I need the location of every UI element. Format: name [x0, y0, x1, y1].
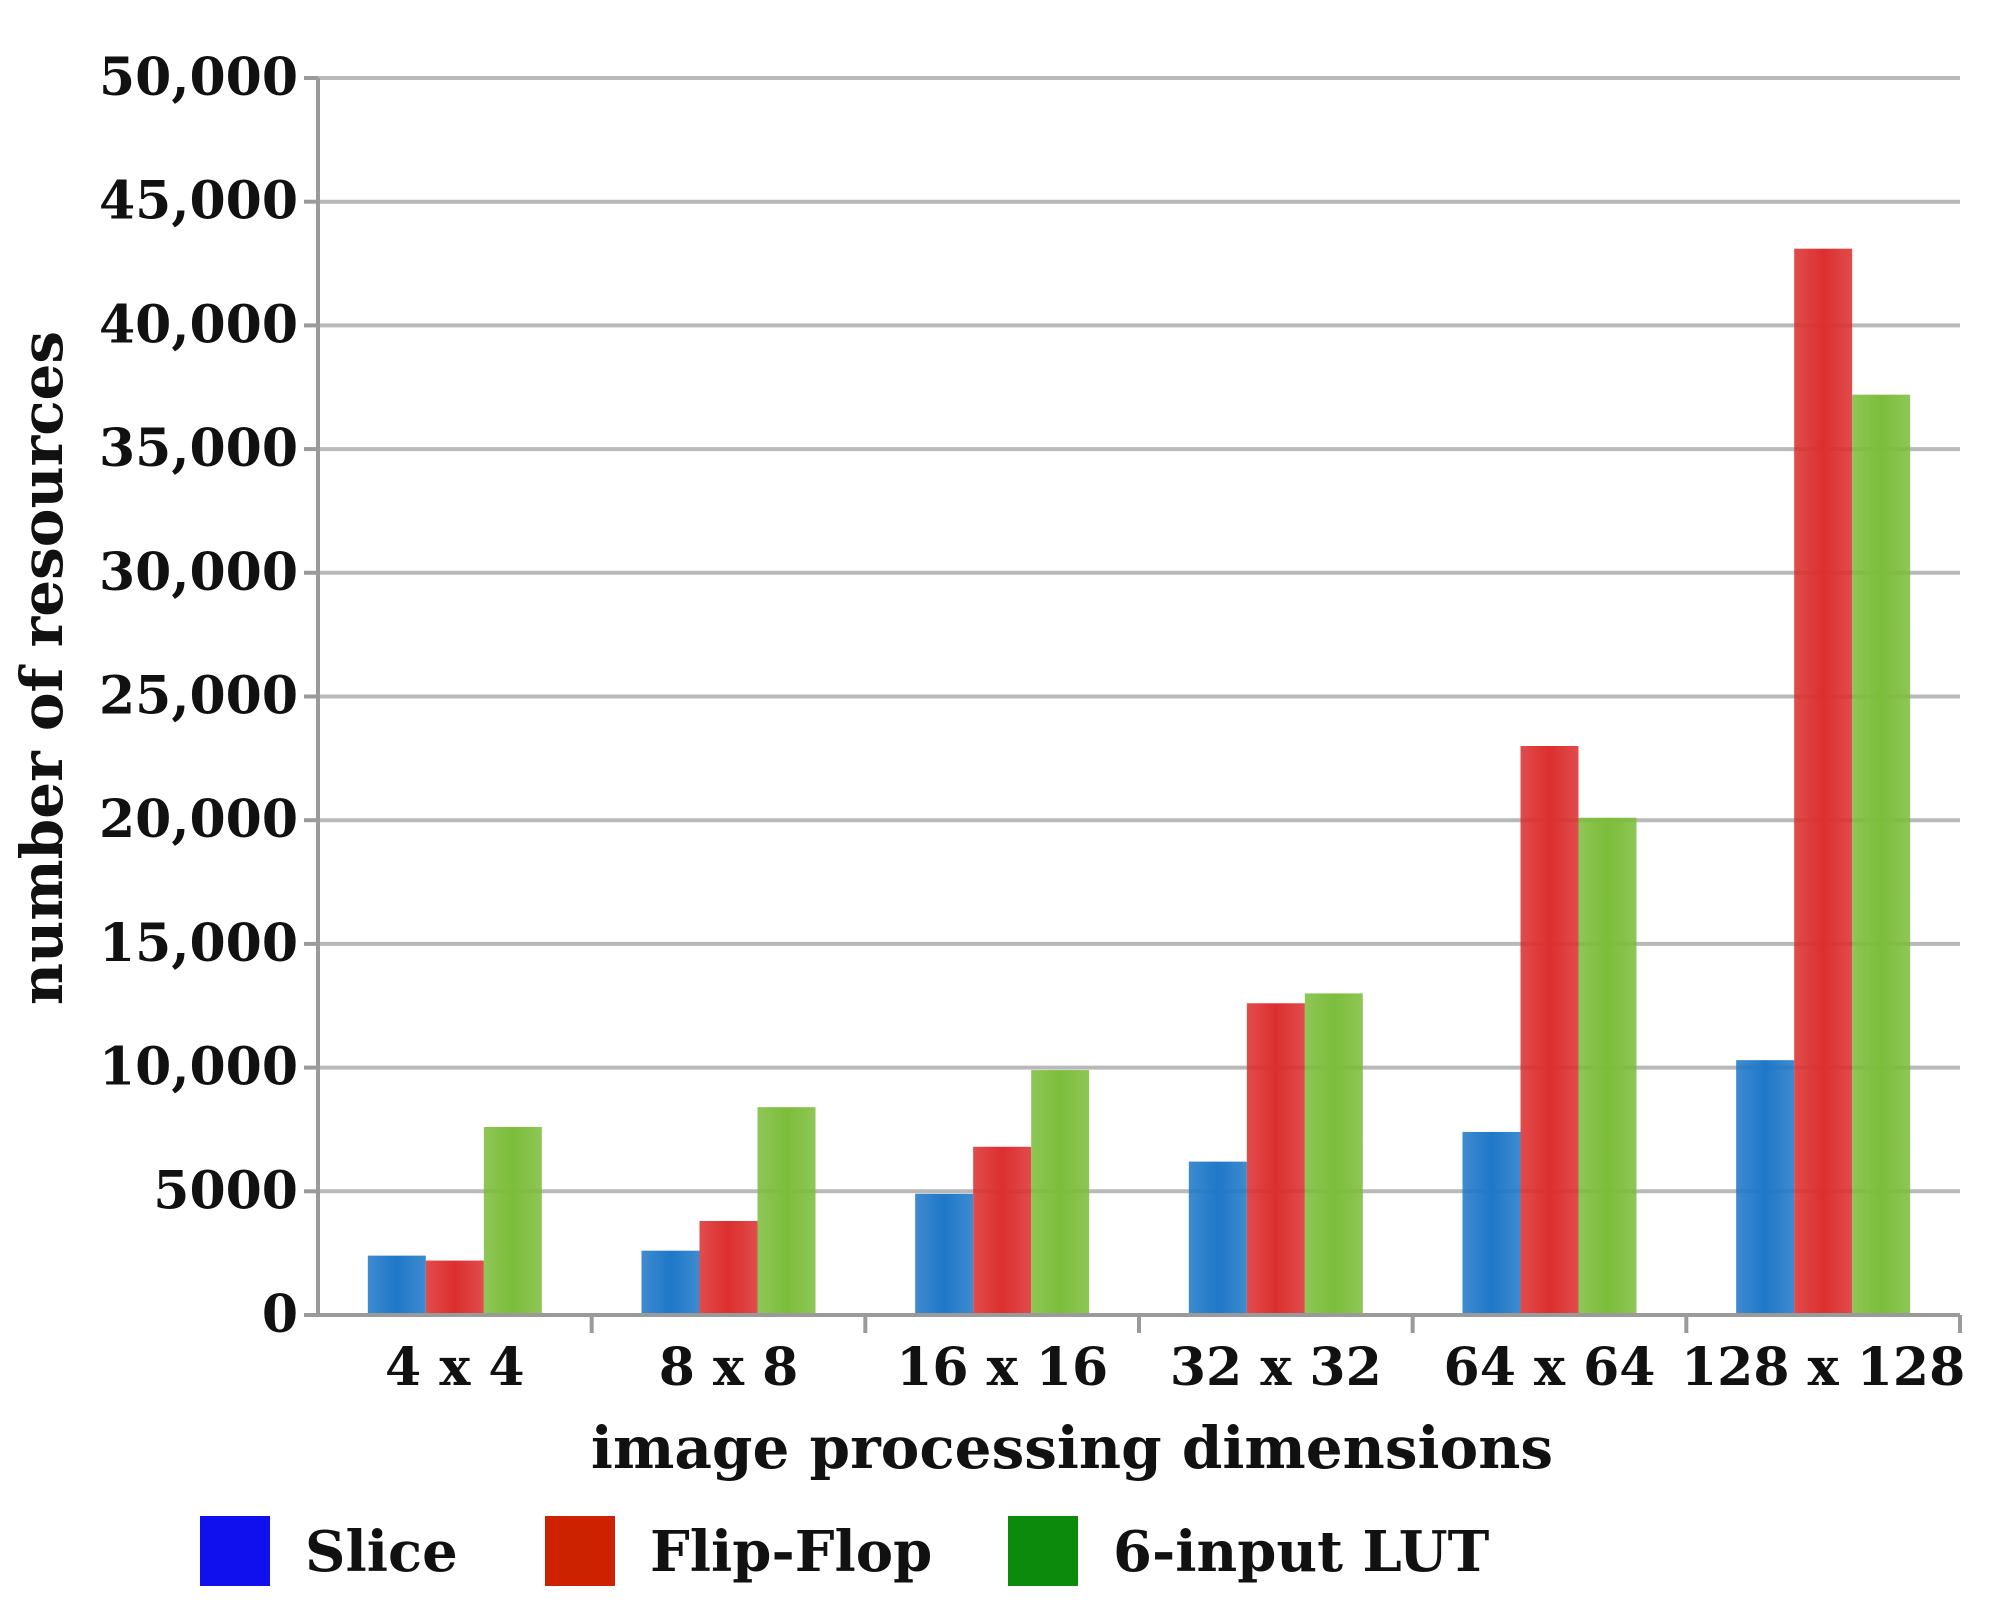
y-tick-label: 0 [262, 1284, 298, 1345]
x-tick-label: 4 x 4 [385, 1337, 525, 1398]
legend-swatch [545, 1516, 615, 1586]
bar-flip-flop-2 [973, 1146, 1032, 1315]
bar-slice-4 [1462, 1131, 1521, 1315]
legend-label: Flip-Flop [650, 1519, 932, 1585]
y-tick-label: 50,000 [99, 47, 298, 108]
legend: Slice Flip-Flop 6-input LUT [200, 1516, 1490, 1586]
x-tick-label: 8 x 8 [659, 1337, 799, 1398]
legend-swatch [200, 1516, 270, 1586]
y-axis-ticks: 0 5000 10,000 15,000 20,000 25,000 30,000 35,00… [99, 47, 318, 1345]
x-axis-title: image processing dimensions [591, 1414, 1553, 1482]
bar-flip-flop-3 [1246, 1003, 1305, 1315]
x-axis-ticks: 4 x 4 8 x 8 16 x 16 32 x 32 64 x 64 128 x 128 [385, 1315, 1965, 1398]
x-tick-label: 64 x 64 [1444, 1337, 1656, 1398]
x-tick-label: 16 x 16 [896, 1337, 1108, 1398]
gridlines [318, 76, 1960, 1194]
legend-label: Slice [305, 1519, 458, 1585]
bar-flip-flop-4 [1520, 745, 1579, 1315]
y-tick-label: 40,000 [99, 294, 298, 355]
y-tick-label: 35,000 [99, 418, 298, 479]
y-axis-title: number of resources [8, 331, 76, 1005]
bar-6-input-lut-0 [483, 1126, 542, 1315]
y-tick-label: 30,000 [99, 542, 298, 603]
bar-6-input-lut-2 [1031, 1070, 1090, 1315]
legend-swatch [1008, 1516, 1078, 1586]
x-tick-label: 32 x 32 [1170, 1337, 1382, 1398]
bar-flip-flop-1 [699, 1220, 758, 1315]
legend-label: 6-input LUT [1113, 1519, 1490, 1585]
bar-slice-3 [1188, 1161, 1247, 1315]
bar-6-input-lut-1 [757, 1107, 816, 1315]
y-tick-label: 15,000 [99, 913, 298, 974]
bar-6-input-lut-5 [1852, 394, 1911, 1315]
bar-6-input-lut-3 [1304, 993, 1363, 1315]
bar-slice-1 [641, 1250, 700, 1315]
y-tick-label: 10,000 [99, 1037, 298, 1098]
bar-slice-5 [1736, 1060, 1795, 1315]
y-tick-label: 25,000 [99, 666, 298, 727]
bar-slice-2 [915, 1193, 974, 1315]
y-tick-label: 45,000 [99, 171, 298, 232]
bar-flip-flop-5 [1794, 248, 1853, 1315]
bar-flip-flop-0 [425, 1260, 484, 1315]
y-tick-label: 20,000 [99, 789, 298, 850]
bar-6-input-lut-4 [1578, 817, 1637, 1315]
x-tick-label: 128 x 128 [1681, 1337, 1965, 1398]
bars [367, 248, 1911, 1315]
bar-slice-0 [367, 1255, 426, 1315]
y-tick-label: 5000 [153, 1160, 298, 1221]
